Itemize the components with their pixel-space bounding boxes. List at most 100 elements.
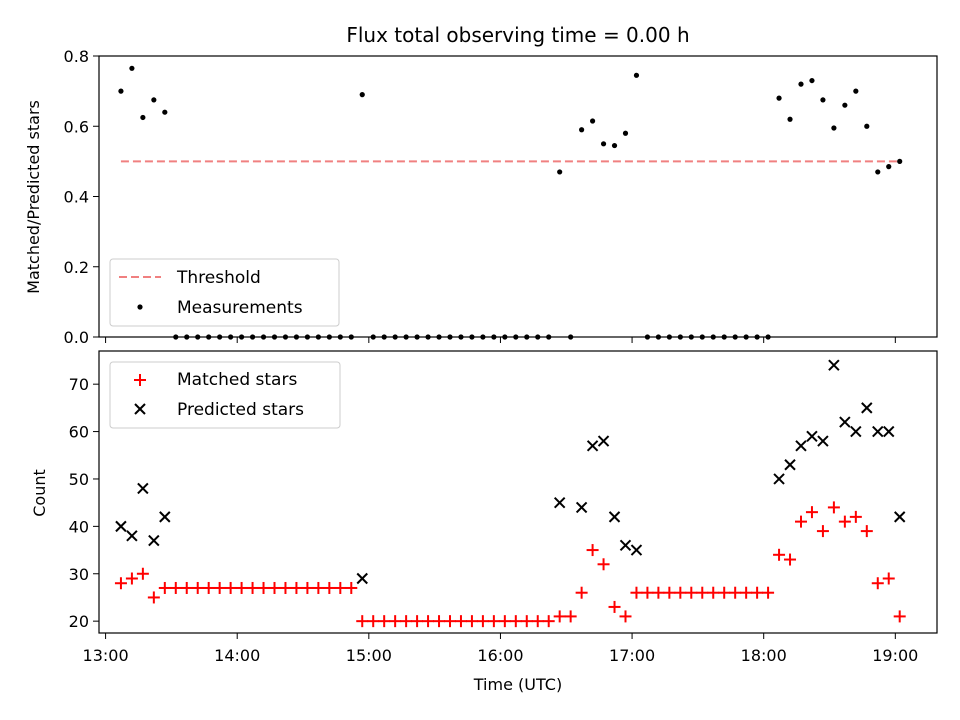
bottom-x-tick-label: 16:00: [477, 646, 523, 665]
matched-star-marker: [213, 581, 226, 594]
bottom-x-tick-label: 19:00: [872, 646, 918, 665]
bottom-y-tick-label: 70: [69, 375, 89, 394]
measurement-point: [831, 125, 837, 131]
matched-star-marker: [575, 586, 588, 599]
predicted-star-marker: [861, 402, 873, 414]
matched-star-marker: [805, 506, 818, 519]
matched-star-marker: [619, 610, 632, 623]
bottom-x-tick-label: 14:00: [214, 646, 260, 665]
matched-star-marker: [652, 586, 665, 599]
matched-star-marker: [641, 586, 654, 599]
top-y-axis-label: Matched/Predicted stars: [24, 100, 43, 294]
matched-star-marker: [378, 615, 391, 628]
measurement-point: [359, 92, 365, 98]
predicted-star-marker: [784, 459, 796, 471]
matched-star-marker: [356, 615, 369, 628]
matched-star-marker: [542, 615, 555, 628]
matched-star-marker: [718, 586, 731, 599]
matched-star-marker: [509, 615, 522, 628]
matched-star-marker: [125, 572, 138, 585]
measurement-point: [875, 169, 881, 175]
top-y-tick-label: 0.6: [64, 117, 89, 136]
matched-star-marker: [476, 615, 489, 628]
measurement-point: [151, 97, 157, 103]
top-axes-frame: [98, 55, 938, 338]
matched-star-marker: [158, 581, 171, 594]
predicted-star-marker: [126, 530, 138, 542]
matched-star-marker: [367, 615, 380, 628]
top-y-tick-label: 0.2: [64, 258, 89, 277]
matched-star-marker: [400, 615, 413, 628]
matched-star-marker: [553, 610, 566, 623]
matched-star-marker: [685, 586, 698, 599]
matched-star-marker: [784, 553, 797, 566]
legend-measurements-swatch: [137, 304, 143, 310]
predicted-star-marker: [893, 511, 906, 523]
matched-star-marker: [191, 581, 204, 594]
count-panel: Count Time (UTC) 20 30 40 50 60 70 13:00 14:00…: [30, 350, 938, 694]
matched-star-marker: [707, 586, 720, 599]
matched-star-marker: [454, 615, 467, 628]
legend-matched-swatch: [134, 374, 146, 386]
bottom-y-axis-label: Count: [30, 469, 49, 517]
bottom-x-ticks: 13:00 14:00 15:00 16:00 17:00 18:00 19:00: [83, 633, 918, 665]
matched-star-marker: [608, 600, 621, 613]
matched-star-marker: [345, 581, 358, 594]
predicted-star-marker: [619, 539, 632, 552]
matched-star-marker: [586, 544, 599, 557]
predicted-star-marker: [773, 473, 785, 485]
matched-star-marker: [827, 501, 840, 514]
measurement-point: [600, 141, 607, 147]
chart-title: Flux total observing time = 0.00 h: [346, 23, 689, 47]
matched-star-marker: [860, 525, 873, 538]
measurement-point: [140, 114, 146, 121]
measurement-point: [611, 142, 618, 149]
matched-star-marker: [290, 581, 303, 594]
matched-star-marker: [751, 586, 764, 599]
matched-star-marker: [564, 610, 577, 623]
matched-star-marker: [740, 586, 753, 599]
predicted-star-marker: [608, 511, 621, 523]
measurement-point: [129, 65, 135, 71]
matched-star-marker: [279, 581, 292, 594]
x-axis-label: Time (UTC): [473, 675, 562, 694]
bottom-x-tick-label: 13:00: [83, 646, 129, 665]
top-y-tick-label: 0.4: [64, 188, 89, 207]
legend-matched-label: Matched stars: [177, 370, 297, 390]
top-y-ticks: 0.0 0.2 0.4 0.6 0.8: [64, 47, 99, 347]
top-y-tick-label: 0.0: [64, 328, 89, 347]
predicted-star-marker: [553, 496, 566, 509]
matched-star-marker: [871, 577, 884, 590]
measurement-point: [589, 118, 596, 124]
measurement-point: [820, 97, 826, 103]
predicted-star-marker: [630, 544, 643, 556]
matched-star-marker: [882, 572, 895, 585]
matched-star-marker: [487, 615, 500, 628]
predicted-star-marker: [795, 440, 807, 452]
predicted-star-marker: [839, 416, 851, 428]
matched-star-marker: [169, 581, 182, 594]
matched-star-marker: [531, 615, 544, 628]
matched-star-marker: [246, 581, 259, 594]
measurement-point: [633, 72, 640, 78]
matched-star-marker: [334, 581, 347, 594]
legend-predicted-swatch: [134, 403, 146, 415]
matched-star-marker: [630, 586, 643, 599]
matched-star-marker: [224, 581, 237, 594]
matched-star-marker: [257, 581, 270, 594]
matched-star-marker: [838, 515, 851, 528]
measurement-point: [809, 77, 815, 84]
top-y-tick-label: 0.8: [64, 47, 89, 66]
measurement-point: [162, 109, 168, 115]
predicted-star-marker: [828, 359, 840, 371]
predicted-star-marker: [137, 482, 149, 495]
top-legend-box: [109, 258, 340, 327]
matched-star-marker: [773, 548, 786, 561]
matched-star-marker: [202, 581, 215, 594]
matched-star-marker: [520, 615, 533, 628]
measurement-point: [557, 169, 563, 175]
predicted-star-marker: [817, 435, 829, 447]
matched-star-marker: [498, 615, 511, 628]
matched-star-marker: [114, 577, 127, 590]
